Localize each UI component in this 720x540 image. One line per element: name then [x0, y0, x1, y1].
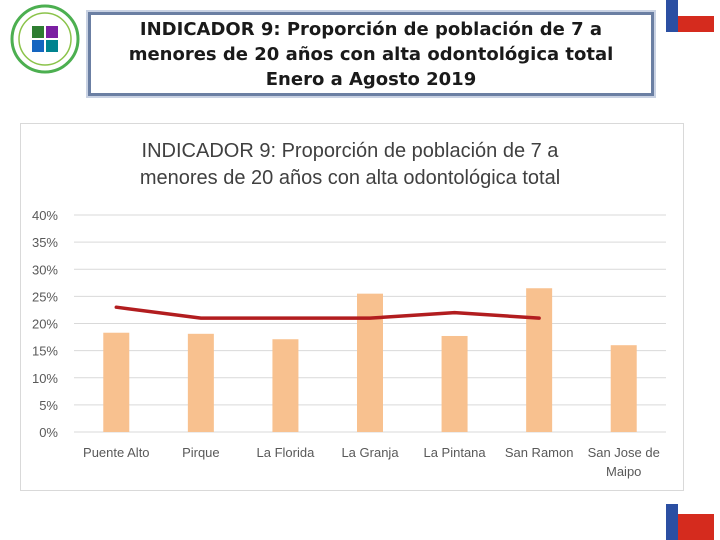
- bar-la-pintana: [441, 335, 468, 432]
- bar-puente-alto: [103, 332, 130, 432]
- x-category-label: Pirque: [182, 445, 220, 460]
- flag-red-block: [678, 514, 714, 540]
- slide-title-line-1: INDICADOR 9: Proporción de población de …: [139, 19, 603, 40]
- chart-title-line-1: INDICADOR 9: Proporción de población de …: [141, 140, 559, 162]
- bar-pirque: [187, 333, 214, 432]
- bar-san-jose-de-maipo: [610, 345, 637, 432]
- x-category-label: San Ramon: [505, 445, 574, 460]
- x-category-label: La Pintana: [423, 445, 486, 460]
- slide-title: INDICADOR 9: Proporción de población de …: [88, 12, 654, 96]
- flag-blue-block: [666, 504, 678, 540]
- flag-red-block: [678, 16, 714, 32]
- bar-san-ramon: [526, 288, 553, 432]
- flag-stripe-bottom: [666, 504, 714, 540]
- y-tick-label: 30%: [32, 262, 58, 277]
- x-category-label: Puente Alto: [83, 445, 150, 460]
- y-tick-label: 35%: [32, 235, 58, 250]
- slide-title-line-3: Enero a Agosto 2019: [265, 69, 477, 90]
- y-tick-label: 10%: [32, 371, 58, 386]
- chart-area: [20, 123, 684, 491]
- flag-blue-block: [666, 0, 678, 32]
- flag-white-block: [678, 0, 714, 16]
- bar-la-granja: [357, 293, 383, 432]
- flag-white-block: [678, 504, 714, 514]
- meta-line-series: [114, 305, 541, 320]
- flag-stripe-top: [666, 0, 714, 32]
- x-category-label: San Jose de Maipo: [588, 445, 660, 479]
- y-tick-label: 5%: [39, 398, 58, 413]
- y-tick-label: 0%: [39, 425, 58, 440]
- y-tick-label: 20%: [32, 317, 58, 332]
- y-tick-label: 40%: [32, 208, 58, 223]
- bar-la-florida: [272, 339, 299, 432]
- y-tick-label: 25%: [32, 289, 58, 304]
- x-category-label: La Granja: [341, 445, 399, 460]
- x-category-label: La Florida: [257, 445, 316, 460]
- chart-title: INDICADOR 9: Proporción de población de …: [0, 138, 700, 192]
- slide-title-line-2: menores de 20 años con alta odontológica…: [128, 44, 614, 65]
- health-service-logo: [10, 4, 80, 74]
- chart-title-line-2: menores de 20 años con alta odontológica…: [139, 167, 561, 189]
- y-tick-label: 15%: [32, 344, 58, 359]
